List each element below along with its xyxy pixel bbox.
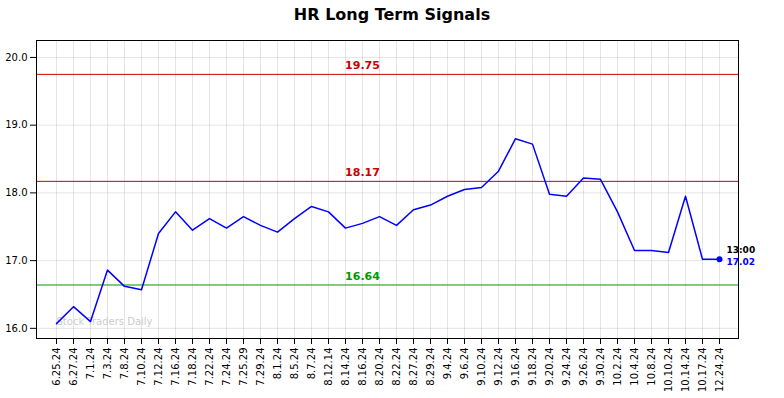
svg-text:9.20.24: 9.20.24 [544, 348, 555, 386]
svg-text:18.0: 18.0 [5, 187, 27, 198]
svg-text:16.64: 16.64 [345, 270, 380, 283]
svg-text:7.8.24: 7.8.24 [119, 348, 130, 380]
svg-text:8.29.24: 8.29.24 [425, 348, 436, 386]
svg-text:9.4.24: 9.4.24 [442, 348, 453, 380]
svg-text:19.0: 19.0 [5, 119, 27, 130]
svg-text:7.18.24: 7.18.24 [187, 348, 198, 386]
svg-text:8.20.24: 8.20.24 [374, 348, 385, 386]
svg-text:8.14.24: 8.14.24 [340, 348, 351, 386]
svg-text:7.22.24: 7.22.24 [204, 348, 215, 386]
svg-text:7.24.24: 7.24.24 [221, 348, 232, 386]
svg-text:17.0: 17.0 [5, 255, 27, 266]
svg-text:9.26.24: 9.26.24 [578, 348, 589, 386]
svg-text:20.0: 20.0 [5, 52, 27, 63]
svg-text:9.24.24: 9.24.24 [561, 348, 572, 386]
svg-text:7.25.29: 7.25.29 [238, 348, 249, 386]
svg-text:7.12.24: 7.12.24 [153, 348, 164, 386]
svg-text:10.17.24: 10.17.24 [697, 348, 708, 393]
svg-text:17.02: 17.02 [727, 257, 755, 267]
svg-text:6.27.24: 6.27.24 [68, 348, 79, 386]
svg-text:9.30.24: 9.30.24 [595, 348, 606, 386]
svg-text:8.27.24: 8.27.24 [408, 348, 419, 386]
svg-text:16.0: 16.0 [5, 323, 27, 334]
svg-text:7.1.24: 7.1.24 [85, 348, 96, 380]
html-text:HR Long Term Signals: HR Long Term Signals [293, 5, 491, 24]
svg-text:19.75: 19.75 [345, 59, 380, 72]
svg-text:8.7.24: 8.7.24 [306, 348, 317, 380]
svg-text:9.10.24: 9.10.24 [476, 348, 487, 386]
svg-text:10.2.24: 10.2.24 [612, 348, 623, 386]
svg-text:6.25.24: 6.25.24 [51, 348, 62, 386]
svg-text:7.3.24: 7.3.24 [102, 348, 113, 380]
svg-text:12.24.24: 12.24.24 [714, 348, 725, 393]
svg-text:10.10.24: 10.10.24 [663, 348, 674, 393]
svg-text:8.1.24: 8.1.24 [272, 348, 283, 380]
svg-text:9.12.24: 9.12.24 [493, 348, 504, 386]
svg-text:18.17: 18.17 [345, 166, 380, 179]
svg-text:7.16.24: 7.16.24 [170, 348, 181, 386]
svg-text:9.6.24: 9.6.24 [459, 348, 470, 380]
svg-text:8.22.24: 8.22.24 [391, 348, 402, 386]
svg-text:Stock Traders Daily: Stock Traders Daily [57, 316, 153, 327]
svg-text:7.10.24: 7.10.24 [136, 348, 147, 386]
svg-text:9.16.24: 9.16.24 [510, 348, 521, 386]
svg-text:8.12.14: 8.12.14 [323, 348, 334, 386]
svg-text:10.14.24: 10.14.24 [680, 348, 691, 393]
svg-text:8.5.24: 8.5.24 [289, 348, 300, 380]
svg-text:9.18.24: 9.18.24 [527, 348, 538, 386]
svg-text:10.4.24: 10.4.24 [629, 348, 640, 386]
svg-text:7.29.24: 7.29.24 [255, 348, 266, 386]
svg-text:13:00: 13:00 [727, 245, 756, 255]
svg-text:8.16.24: 8.16.24 [357, 348, 368, 386]
svg-text:10.8.24: 10.8.24 [646, 348, 657, 386]
